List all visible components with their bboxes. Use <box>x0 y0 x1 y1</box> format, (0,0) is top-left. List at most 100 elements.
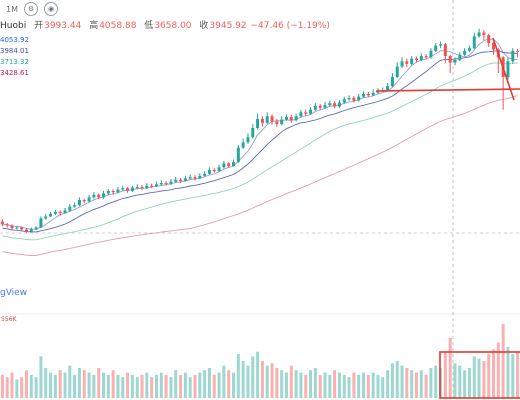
volume-bar <box>318 374 322 398</box>
candle-body <box>506 61 510 77</box>
volume-bar <box>159 372 163 398</box>
volume-bar <box>477 358 481 398</box>
volume-bar <box>106 374 110 398</box>
volume-bar <box>366 374 370 398</box>
candle-body <box>251 128 255 138</box>
candle-body <box>174 179 178 182</box>
candle-body <box>299 112 303 117</box>
gear-icon[interactable]: ⚙ <box>24 2 38 16</box>
volume-bar <box>463 370 467 398</box>
volume-bar <box>77 367 81 398</box>
volume-bar <box>294 370 298 398</box>
high-label: 高 <box>89 21 99 31</box>
candle-body <box>347 97 351 100</box>
volume-bar <box>150 377 154 398</box>
volume-bar <box>121 377 125 398</box>
volume-bar <box>414 372 418 398</box>
volume-bar <box>424 374 428 398</box>
candle-body <box>159 183 163 185</box>
candle-body <box>357 96 361 101</box>
volume-bar <box>212 374 216 398</box>
volume-highlight-box <box>439 351 520 399</box>
candle-body <box>309 109 313 114</box>
volume-bar <box>236 354 240 398</box>
interval-selector[interactable]: 1M <box>6 4 18 14</box>
ma4-value: 3428.61 <box>0 69 29 77</box>
candle-body <box>492 42 496 50</box>
candle-body <box>443 44 447 57</box>
volume-bar <box>496 342 500 398</box>
volume-bar <box>15 379 19 398</box>
candle-body <box>203 173 207 176</box>
volume-bar <box>304 374 308 398</box>
volume-bar <box>434 365 438 398</box>
volume-bar <box>5 377 9 398</box>
volume-bar <box>501 324 505 398</box>
candle-body <box>63 210 67 214</box>
candle-body <box>68 206 72 211</box>
candle-body <box>232 162 236 166</box>
candle-body <box>179 179 183 182</box>
candle-body <box>323 105 327 108</box>
volume-bar <box>63 372 67 398</box>
candle-body <box>49 213 53 217</box>
candle-body <box>467 48 471 51</box>
ma4-line <box>2 95 518 256</box>
candle-body <box>236 147 240 163</box>
volume-bar <box>256 351 260 398</box>
volume-bar <box>390 363 394 398</box>
candle-body <box>256 118 260 129</box>
volume-bar <box>232 372 236 398</box>
chart-toolbar: 1M ⚙ ◉ <box>0 0 130 18</box>
candle-body <box>265 116 269 123</box>
volume-bar <box>246 365 250 398</box>
volume-bar <box>516 351 520 398</box>
volume-bar <box>333 370 337 398</box>
volume-bar <box>179 374 183 398</box>
candle-body <box>395 66 399 77</box>
volume-bar <box>73 374 77 398</box>
volume-bar <box>58 370 62 398</box>
volume-bar <box>511 354 515 398</box>
ma3-value: 3713.32 <box>0 58 29 66</box>
volume-bar <box>207 367 211 398</box>
volume-bar <box>280 370 284 398</box>
candle-body <box>188 177 192 179</box>
candle-body <box>294 116 298 121</box>
candle-body <box>58 211 62 214</box>
candle-body <box>270 116 274 122</box>
volume-bar <box>154 374 158 398</box>
open-value: 3993.44 <box>44 21 82 31</box>
volume-bar <box>111 370 115 398</box>
ma3-line <box>2 62 518 241</box>
candle-body <box>511 50 515 62</box>
candle-body <box>145 185 149 189</box>
volume-bar <box>347 377 351 398</box>
volume-bar <box>410 370 414 398</box>
candle-body <box>53 211 57 214</box>
candle-body <box>280 119 284 125</box>
candle-body <box>289 116 293 121</box>
candle-body <box>516 50 520 52</box>
volume-bar <box>371 372 375 398</box>
volume-bar <box>342 374 346 398</box>
candle-body <box>5 224 9 226</box>
volume-bar <box>352 372 356 398</box>
candle-body <box>429 50 433 58</box>
close-label: 收 <box>199 21 209 31</box>
candle-body <box>487 35 491 43</box>
candle-body <box>193 177 197 179</box>
candle-body <box>362 94 366 97</box>
ma2-value: 3984.01 <box>0 47 29 55</box>
volume-bar <box>381 377 385 398</box>
camera-icon[interactable]: ◉ <box>44 2 58 16</box>
candle-body <box>260 118 264 123</box>
volume-bar <box>145 372 149 398</box>
volume-bar <box>299 372 303 398</box>
volume-bar <box>386 370 390 398</box>
watermark: gView <box>0 288 28 298</box>
candle-body <box>121 188 125 190</box>
candle-body <box>337 102 341 107</box>
volume-bar <box>135 377 139 398</box>
candle-body <box>135 186 139 188</box>
